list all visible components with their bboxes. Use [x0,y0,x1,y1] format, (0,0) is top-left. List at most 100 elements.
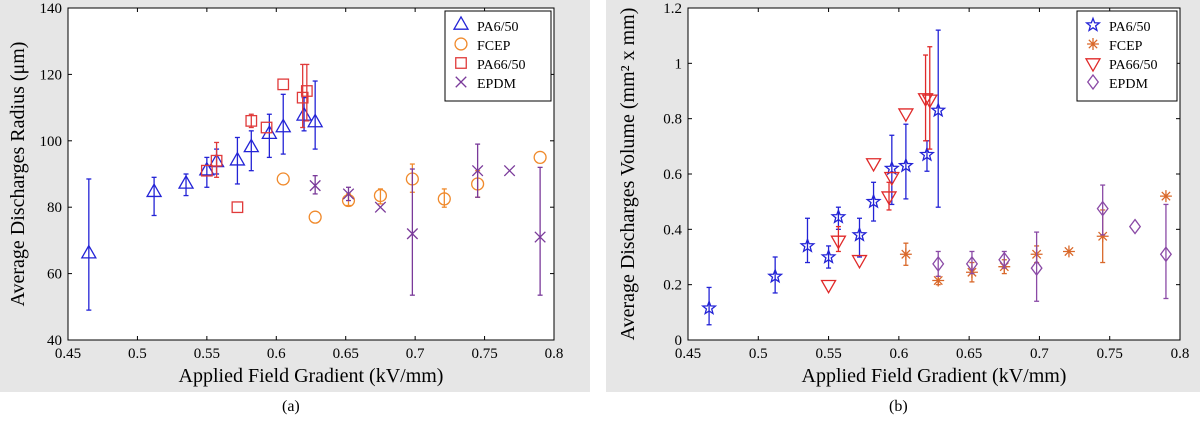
a-point [296,91,309,104]
b-ytick-label: 0.8 [663,112,682,128]
a-point [260,121,273,134]
a-legend-marker [455,57,467,69]
b-legend-label: EPDM [1109,77,1148,92]
b-ytick-label: 0.6 [663,167,682,183]
b-ylabel: Average Discharges Volume (mm² x mm) [617,8,639,341]
a-series-epdm [309,143,546,296]
b-point [965,255,979,272]
a-point [308,210,322,224]
b-xtick-label: 0.45 [675,346,701,362]
a-series-pa66-50 [200,63,313,214]
b-point [918,146,936,162]
b-point [830,235,847,250]
b-point [865,158,882,173]
a-ytick-label: 140 [40,1,63,17]
a-legend-marker [454,37,468,51]
chart-panel-a: 0.45 0.5 0.55 0.6 0.65 0.7 0.75 0.8 40 60 80 100 120… [0,0,590,424]
b-point [921,94,938,109]
b-point [865,193,882,209]
a-point [503,164,516,177]
a-ylabel: Average Discharges Radius (μm) [7,42,29,307]
a-point [534,231,546,243]
b-xtick-label: 0.5 [749,346,768,362]
a-point [200,164,213,177]
b-ytick-label: 0 [675,333,683,349]
a-point [210,154,223,167]
b-point [897,157,914,173]
b-ytick-label: 0.4 [663,222,682,238]
a-xlabel: Applied Field Gradient (kV/mm) [179,365,444,387]
a-ytick-label: 120 [40,67,63,83]
b-point [820,279,837,295]
caption-a: (a) [282,398,300,415]
a-point [300,85,313,97]
a-point [245,114,258,127]
a-legend-label: FCEP [477,39,511,54]
a-legend-marker [452,15,470,30]
a-point [295,106,313,121]
b-point [930,101,947,118]
a-point [145,182,163,198]
b-point [883,171,900,187]
a-point [277,78,290,91]
b-point [700,299,718,316]
a-xtick-label: 0.5 [128,346,147,362]
a-point [374,201,387,213]
chart-b-svg: 0.45 0.5 0.55 0.6 0.65 0.7 0.75 0.8 0 0.2 0.4 0.6 0.… [606,0,1200,392]
b-point [820,248,837,264]
a-legend-label: EPDM [477,77,516,92]
b-ytick-label: 0.2 [663,278,682,294]
b-point [1096,200,1109,217]
a-xtick-label: 0.8 [545,346,564,362]
a-point [231,201,244,214]
b-xtick-label: 0.55 [815,346,841,362]
b-ytick-label: 1.2 [663,1,682,17]
a-ytick-label: 40 [47,333,62,349]
a-point [307,113,324,128]
a-point [229,151,246,166]
a-point [275,118,292,133]
chart-a-svg: 0.45 0.5 0.55 0.6 0.65 0.7 0.75 0.8 40 60 80 100 120… [0,0,590,392]
a-point [437,192,451,206]
a-point [309,179,321,192]
a-ytick-label: 100 [40,134,63,150]
a-xtick-label: 0.55 [194,346,220,362]
a-point [373,188,388,203]
a-legend-label: PA66/50 [477,58,526,73]
b-legend-marker [1084,16,1102,32]
b-point [1062,245,1075,258]
a-xtick-label: 0.45 [55,346,81,362]
b-series-pa66-50 [820,46,938,295]
a-point [80,244,97,259]
caption-b: (b) [889,398,908,415]
a-ytick-label: 80 [47,200,62,216]
b-point [830,208,847,224]
b-point [998,251,1011,268]
a-legend: PA6/50 FCEP PA66/50 EPDM [444,10,552,102]
b-xtick-label: 0.7 [1030,346,1049,362]
b-series-epdm [932,184,1173,302]
b-legend-label: PA6/50 [1109,20,1151,35]
b-point [880,191,898,206]
b-point [932,274,945,287]
a-xtick-label: 0.6 [267,346,286,362]
b-point [851,226,868,242]
b-point [899,248,912,261]
b-legend-label: FCEP [1109,39,1143,54]
a-point [533,150,547,164]
a-point [177,174,195,189]
a-xtick-label: 0.75 [471,346,497,362]
b-xtick-label: 0.6 [889,346,908,362]
b-point [897,108,915,123]
b-legend: PA6/50 FCEP PA66/50 EPDM [1076,10,1178,102]
b-point [1159,190,1172,203]
b-legend-box [1076,10,1178,102]
a-point [406,228,419,240]
b-ytick-label: 1 [675,56,683,72]
b-point [883,159,900,176]
a-point [198,161,215,176]
b-legend-marker [1086,73,1100,91]
b-xlabel: Applied Field Gradient (kV/mm) [802,365,1067,387]
a-ytick-label: 60 [47,267,62,283]
b-point [1128,218,1142,235]
